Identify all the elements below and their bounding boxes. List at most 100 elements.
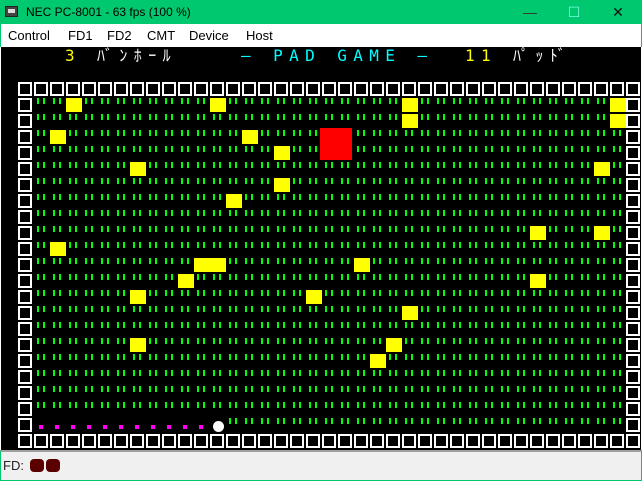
grass-tick — [597, 274, 599, 280]
grass-tick — [53, 226, 55, 232]
menu-cmt[interactable]: CMT — [147, 28, 176, 43]
grass-tick — [421, 194, 423, 200]
grass-tick — [421, 322, 423, 328]
fd-status-label: FD: — [3, 458, 24, 473]
grass-tick — [229, 402, 231, 408]
grass-tick — [315, 258, 317, 264]
grass-tick — [251, 418, 253, 424]
grass-tick — [533, 354, 535, 360]
grass-tick — [139, 354, 141, 360]
grass-tick — [555, 114, 557, 120]
grass-tick — [133, 274, 135, 280]
grass-tick — [123, 306, 125, 312]
grass-tick — [539, 130, 541, 136]
grass-tick — [197, 370, 199, 376]
grass-tick — [411, 178, 413, 184]
grass-tick — [171, 226, 173, 232]
grass-tick — [501, 194, 503, 200]
grass-tick — [267, 274, 269, 280]
grass-tick — [613, 242, 615, 248]
grass-tick — [491, 178, 493, 184]
pad-block — [402, 114, 418, 128]
grass-tick — [555, 290, 557, 296]
grass-tick — [485, 162, 487, 168]
grass-tick — [165, 338, 167, 344]
grass-tick — [139, 258, 141, 264]
menu-host[interactable]: Host — [246, 28, 273, 43]
grass-tick — [565, 338, 567, 344]
grass-tick — [405, 274, 407, 280]
wall-block — [402, 434, 416, 448]
grass-tick — [43, 386, 45, 392]
grass-tick — [59, 402, 61, 408]
close-button[interactable]: ✕ — [612, 4, 624, 20]
grass-tick — [117, 98, 119, 104]
grass-tick — [155, 354, 157, 360]
grass-tick — [565, 322, 567, 328]
grass-tick — [283, 290, 285, 296]
grass-tick — [107, 98, 109, 104]
menu-fd2[interactable]: FD2 — [107, 28, 132, 43]
grass-tick — [213, 130, 215, 136]
grass-tick — [261, 322, 263, 328]
grass-tick — [501, 306, 503, 312]
grass-tick — [245, 402, 247, 408]
grass-tick — [373, 402, 375, 408]
menu-fd1[interactable]: FD1 — [68, 28, 93, 43]
grass-tick — [405, 258, 407, 264]
minimize-button[interactable]: — — [523, 4, 537, 20]
menu-control[interactable]: Control — [8, 28, 50, 43]
grass-tick — [171, 194, 173, 200]
grass-tick — [267, 386, 269, 392]
grass-tick — [363, 242, 365, 248]
maximize-button[interactable]: ☐ — [567, 4, 581, 20]
grass-tick — [587, 274, 589, 280]
grass-tick — [139, 114, 141, 120]
grass-tick — [85, 370, 87, 376]
wall-block — [482, 434, 496, 448]
grass-tick — [37, 386, 39, 392]
grass-tick — [373, 418, 375, 424]
grass-tick — [549, 242, 551, 248]
grass-tick — [53, 162, 55, 168]
grass-tick — [213, 114, 215, 120]
grass-tick — [325, 402, 327, 408]
grass-tick — [581, 98, 583, 104]
grass-tick — [459, 242, 461, 248]
grass-tick — [571, 242, 573, 248]
grass-tick — [229, 226, 231, 232]
menu-device[interactable]: Device — [189, 28, 229, 43]
grass-tick — [395, 274, 397, 280]
grass-tick — [43, 210, 45, 216]
grass-tick — [165, 274, 167, 280]
wall-block — [306, 434, 320, 448]
grass-tick — [85, 258, 87, 264]
grass-tick — [501, 386, 503, 392]
grass-tick — [293, 322, 295, 328]
grass-tick — [283, 354, 285, 360]
grass-tick — [43, 306, 45, 312]
grass-tick — [507, 242, 509, 248]
grass-tick — [603, 130, 605, 136]
emulator-screen[interactable]: 3 ﾊﾞﾝﾎｰﾙ ― PAD GAME ― 11 ﾊﾟｯﾄﾞ — [1, 47, 641, 450]
grass-tick — [571, 418, 573, 424]
grass-tick — [261, 114, 263, 120]
grass-tick — [363, 210, 365, 216]
grass-tick — [165, 178, 167, 184]
grass-tick — [133, 210, 135, 216]
grass-tick — [267, 130, 269, 136]
grass-tick — [181, 130, 183, 136]
grass-tick — [469, 226, 471, 232]
grass-tick — [165, 194, 167, 200]
wall-block — [18, 130, 32, 144]
grass-tick — [213, 274, 215, 280]
wall-block — [18, 98, 32, 112]
grass-tick — [523, 210, 525, 216]
grass-tick — [133, 354, 135, 360]
grass-tick — [171, 98, 173, 104]
grass-tick — [619, 290, 621, 296]
wall-block — [386, 82, 400, 96]
grass-tick — [379, 226, 381, 232]
grass-tick — [347, 322, 349, 328]
balls-count: 3 — [65, 47, 82, 65]
